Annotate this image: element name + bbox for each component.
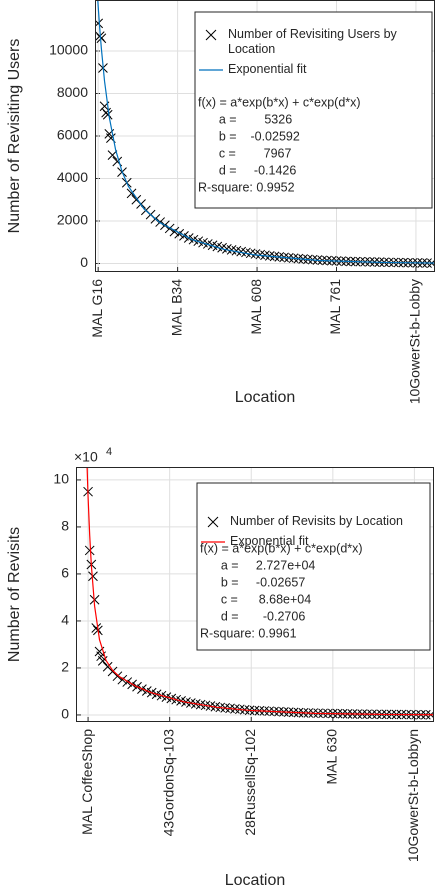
fit-annotation: a = 2.727e+04 xyxy=(200,558,315,572)
x-tick-label: MAL 630 xyxy=(324,729,340,785)
fit-annotation: d = -0.1426 xyxy=(198,163,296,177)
y-tick-label: 6 xyxy=(61,565,69,581)
legend-marker xyxy=(205,29,217,41)
fit-annotation: c = 7967 xyxy=(198,146,291,160)
data-point xyxy=(102,109,113,120)
legend-box xyxy=(194,11,433,209)
x-tick-label: MAL CoffeeShop xyxy=(79,729,95,835)
y-tick-label: 6000 xyxy=(57,127,88,143)
data-point xyxy=(96,33,107,44)
fit-annotation: b = -0.02657 xyxy=(200,575,305,589)
fit-annotation: c = 8.68e+04 xyxy=(200,592,311,606)
y-tick-label: 10 xyxy=(53,471,69,487)
fit-line xyxy=(97,0,435,264)
y-tick-label: 2000 xyxy=(57,212,88,228)
x-tick-label: 28RussellSq-102 xyxy=(242,729,258,836)
x-tick-label: 43GordonSq-103 xyxy=(160,729,176,837)
data-point xyxy=(126,188,137,199)
fit-annotation: b = -0.02592 xyxy=(198,129,300,143)
fit-annotation: a = 5326 xyxy=(198,112,292,126)
fit-annotation: d = -0.2706 xyxy=(200,609,305,623)
y-tick-label: 0 xyxy=(80,254,88,270)
x-axis-label: Location xyxy=(235,389,296,406)
x-axis-label: Location xyxy=(225,872,286,889)
data-point xyxy=(91,623,102,633)
legend-entry: Number of Revisiting Users by Location xyxy=(228,27,398,56)
y-tick-label: 8 xyxy=(61,518,69,534)
data-point xyxy=(107,150,118,160)
x-tick-label: MAL B34 xyxy=(168,279,184,336)
y-tick-label: 4000 xyxy=(57,169,88,185)
y-multiplier: ×10 xyxy=(74,449,98,465)
data-point xyxy=(112,671,123,682)
x-tick-label: 10GowerSt-b-Lobbyn xyxy=(405,729,421,862)
fit-annotation: f(x) = a*exp(b*x) + c*exp(d*x) xyxy=(198,95,361,109)
legend-entry: Exponential fit xyxy=(230,534,309,548)
y-tick-label: 2 xyxy=(61,659,69,675)
y-axis-label: Number of Revisits xyxy=(6,527,23,662)
legend-entry: Number of Revisits by Location xyxy=(230,514,403,528)
axes-box xyxy=(76,467,434,722)
x-tick-label: 10GowerSt-b-Lobby xyxy=(407,279,423,404)
x-tick-label: MAL G16 xyxy=(89,279,105,338)
y-axis-label: Number of Revisiting Users xyxy=(6,39,23,234)
y-tick-label: 0 xyxy=(61,706,69,722)
y-tick-label: 4 xyxy=(61,612,69,628)
y-tick-label: 8000 xyxy=(57,84,88,100)
data-point xyxy=(84,545,95,556)
y-multiplier-exponent: 4 xyxy=(106,446,112,458)
x-tick-label: MAL 761 xyxy=(327,279,343,335)
fit-line xyxy=(86,467,434,716)
fit-annotation: f(x) = a*exp(b*x) + c*exp(d*x) xyxy=(200,541,363,555)
x-tick-label: MAL 608 xyxy=(248,279,264,335)
fit-annotation: R-square: 0.9961 xyxy=(200,626,297,640)
legend-entry: Exponential fit xyxy=(228,62,307,76)
plot-marks xyxy=(83,467,434,720)
data-point xyxy=(88,571,98,582)
y-tick-label: 10000 xyxy=(49,42,88,58)
legend-marker xyxy=(207,516,219,528)
fit-annotation: R-square: 0.9952 xyxy=(198,180,295,194)
legend-box xyxy=(196,482,431,651)
